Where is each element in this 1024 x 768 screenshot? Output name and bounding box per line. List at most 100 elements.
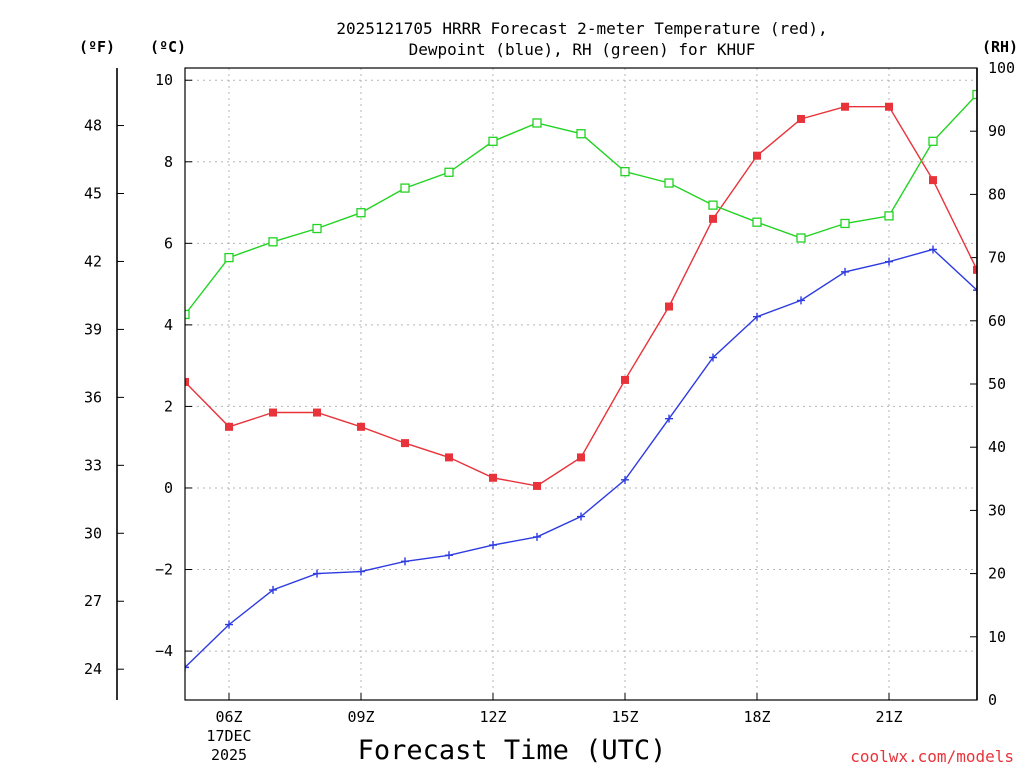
fahrenheit-tick-label: 24 [84,660,102,678]
rh-line [185,94,977,315]
series-layer [185,89,977,672]
fahrenheit-tick-label: 36 [84,388,102,406]
fahrenheit-tick-label: 48 [84,117,102,135]
dewpoint-point [929,245,937,254]
dewpoint-point [313,569,321,578]
rh-unit-label: (RH) [982,38,1018,56]
fahrenheit-axis: 24 27 30 33 36 39 42 45 48 [84,117,124,678]
dewpoint-point [841,267,849,276]
dewpoint-point [577,512,585,521]
temperature-point [489,473,497,482]
temperature-point [445,453,453,462]
rh-tick-label: 90 [988,122,1006,140]
celsius-tick-label: 2 [164,397,173,415]
rh-tick-label: 20 [988,565,1006,583]
dewpoint-point [973,286,977,295]
plot-frame [184,67,978,701]
temperature-point [185,377,189,386]
chart-title-line-1: 2025121705 HRRR Forecast 2-meter Tempera… [336,19,827,38]
dewpoint-point [357,567,365,576]
rh-point [224,252,234,263]
rh-point [488,136,498,146]
x-tick-label: 15Z [611,708,638,726]
temperature-point [313,408,321,417]
rh-tick-label: 70 [988,249,1006,267]
rh-point [356,208,366,218]
rh-tick-label: 80 [988,185,1006,203]
dewpoint-point [533,532,541,541]
rh-point [400,183,410,193]
temperature-point [797,114,805,123]
dewpoint-point [621,475,629,484]
dewpoint-point [665,414,673,423]
dewpoint-point [401,557,409,566]
temperature-point [973,265,977,274]
dewpoint-point [885,257,893,266]
celsius-unit-label: (ºC) [150,38,186,56]
temperature-line [185,105,977,487]
dewpoint-point [709,353,717,362]
celsius-tick-label: −2 [155,561,173,579]
temperature-point [357,422,365,431]
rh-point [752,217,762,227]
celsius-tick-label: 6 [164,234,173,252]
rh-tick-label: 40 [988,438,1006,456]
grid-lines [185,68,977,700]
rh-point [312,223,322,234]
fahrenheit-unit-label: (ºF) [79,38,115,56]
dewpoint-point [753,312,761,321]
x-tick-label: 09Z [347,708,374,726]
temperature-point [577,453,585,462]
fahrenheit-tick-label: 45 [84,184,102,202]
rh-point [444,167,454,177]
x-tick-label: 18Z [743,708,770,726]
rh-tick-label: 30 [988,501,1006,519]
fahrenheit-tick-label: 33 [84,456,102,474]
x-tick-year-label: 2025 [211,746,247,764]
rh-tick-label: 50 [988,375,1006,393]
fahrenheit-tick-label: 30 [84,524,102,542]
dewpoint-point [225,620,233,629]
temperature-point [401,439,409,448]
temperature-point [665,302,673,311]
dewpoint-point [269,585,277,594]
rh-point [620,166,630,177]
rh-point [185,309,190,320]
chart-title-line-2: Dewpoint (blue), RH (green) for KHUF [409,40,756,59]
x-tick-label: 21Z [875,708,902,726]
x-tick-date-label: 17DEC [206,727,251,745]
fahrenheit-tick-label: 42 [84,252,102,270]
temperature-point [929,176,937,185]
rh-tick-label: 10 [988,628,1006,646]
temperature-point [709,214,717,223]
rh-point [840,218,850,229]
temperature-point [225,422,233,431]
fahrenheit-tick-label: 39 [84,320,102,338]
celsius-tick-label: −4 [155,642,173,660]
dewpoint-point [185,663,189,672]
x-axis-label: Forecast Time (UTC) [358,735,667,766]
rh-tick-label: 0 [988,691,997,709]
x-tick-label: 12Z [479,708,506,726]
fahrenheit-tick-label: 27 [84,592,102,610]
temperature-point [533,481,541,490]
celsius-tick-label: 0 [164,479,173,497]
rh-point [576,129,586,139]
rh-axis: 0 10 20 30 40 50 60 70 80 90 100 [970,59,1015,709]
temperature-point [753,151,761,160]
celsius-tick-label: 10 [155,71,173,89]
celsius-axis: −4 −2 0 2 4 6 8 10 [155,71,192,660]
rh-point [268,237,278,247]
temperature-point [621,375,629,384]
temperature-point [269,408,277,417]
rh-point [532,118,542,128]
dewpoint-point [797,296,805,305]
x-tick-label: 06Z [215,708,242,726]
temperature-point [841,102,849,111]
rh-tick-label: 100 [988,59,1015,77]
rh-point [928,136,938,146]
celsius-tick-label: 8 [164,153,173,171]
rh-point [708,200,718,210]
